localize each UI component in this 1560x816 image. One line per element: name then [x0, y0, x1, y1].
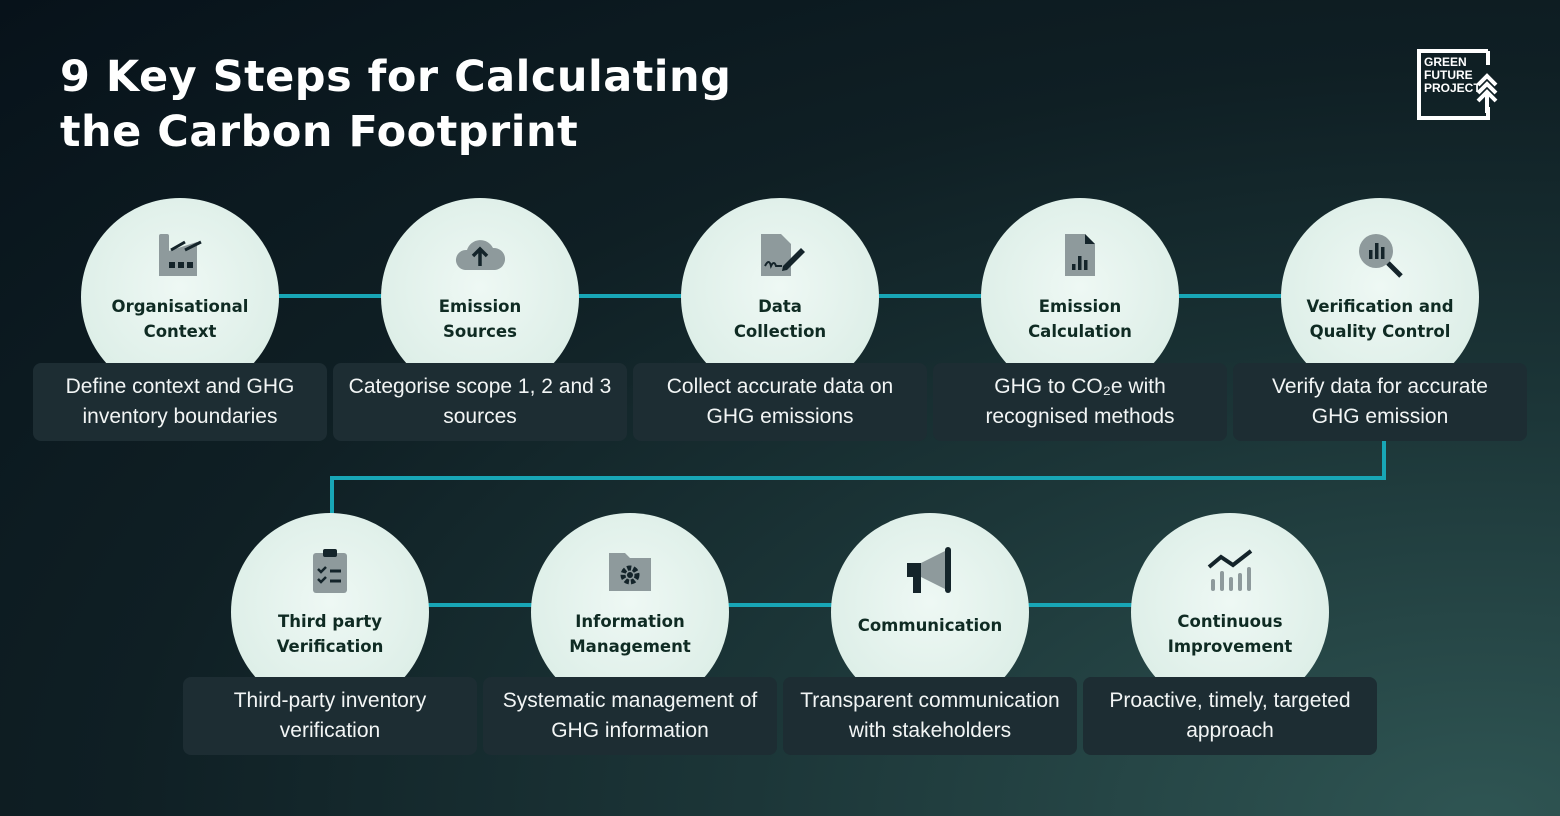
- megaphone-icon: [907, 547, 951, 593]
- step-description: Third-party inventory verification: [183, 677, 477, 755]
- document-signature-icon: [761, 234, 805, 276]
- step-description: Proactive, timely, targeted approach: [1083, 677, 1377, 755]
- step-title: Data Collection: [733, 297, 827, 341]
- trend-chart-icon: [1207, 549, 1253, 591]
- svg-text:PROJECT: PROJECT: [1424, 81, 1481, 95]
- step-title: Emission Calculation: [1028, 297, 1132, 341]
- connector-across: [330, 476, 1386, 480]
- cloud-upload-icon: [456, 240, 505, 270]
- step-title: Continuous Improvement: [1167, 612, 1293, 656]
- connector-down: [1382, 440, 1386, 479]
- step-description: Categorise scope 1, 2 and 3 sources: [333, 363, 627, 441]
- step-description: Verify data for accurate GHG emission: [1233, 363, 1527, 441]
- magnifier-chart-icon: [1359, 234, 1403, 278]
- step-title: Emission Sources: [438, 297, 522, 341]
- page-title: 9 Key Steps for Calculating the Carbon F…: [60, 52, 732, 157]
- step-title: Organisational Context: [111, 297, 249, 341]
- folder-gear-icon: [609, 553, 651, 591]
- step-title: Communication: [857, 616, 1003, 635]
- connector-row2: [330, 603, 1230, 607]
- step-description: Collect accurate data on GHG emissions: [633, 363, 927, 441]
- step-description: Systematic management of GHG information: [483, 677, 777, 755]
- green-future-project-logo: GREEN FUTURE PROJECT: [1417, 49, 1498, 120]
- step-description: Define context and GHG inventory boundar…: [33, 363, 327, 441]
- step-title: Third party Verification: [276, 612, 384, 656]
- step-description: GHG to CO₂e with recognised methods: [933, 363, 1227, 441]
- document-chart-icon: [1065, 234, 1095, 276]
- svg-text:GREEN: GREEN: [1424, 55, 1467, 69]
- svg-text:FUTURE: FUTURE: [1424, 68, 1473, 82]
- step-title: Verification and Quality Control: [1306, 297, 1454, 341]
- factory-icon: [159, 234, 202, 276]
- step-description: Transparent communication with stakehold…: [783, 677, 1077, 755]
- step-title: Information Management: [569, 612, 691, 656]
- connector-down-row2: [330, 476, 334, 516]
- clipboard-checklist-icon: [313, 549, 347, 593]
